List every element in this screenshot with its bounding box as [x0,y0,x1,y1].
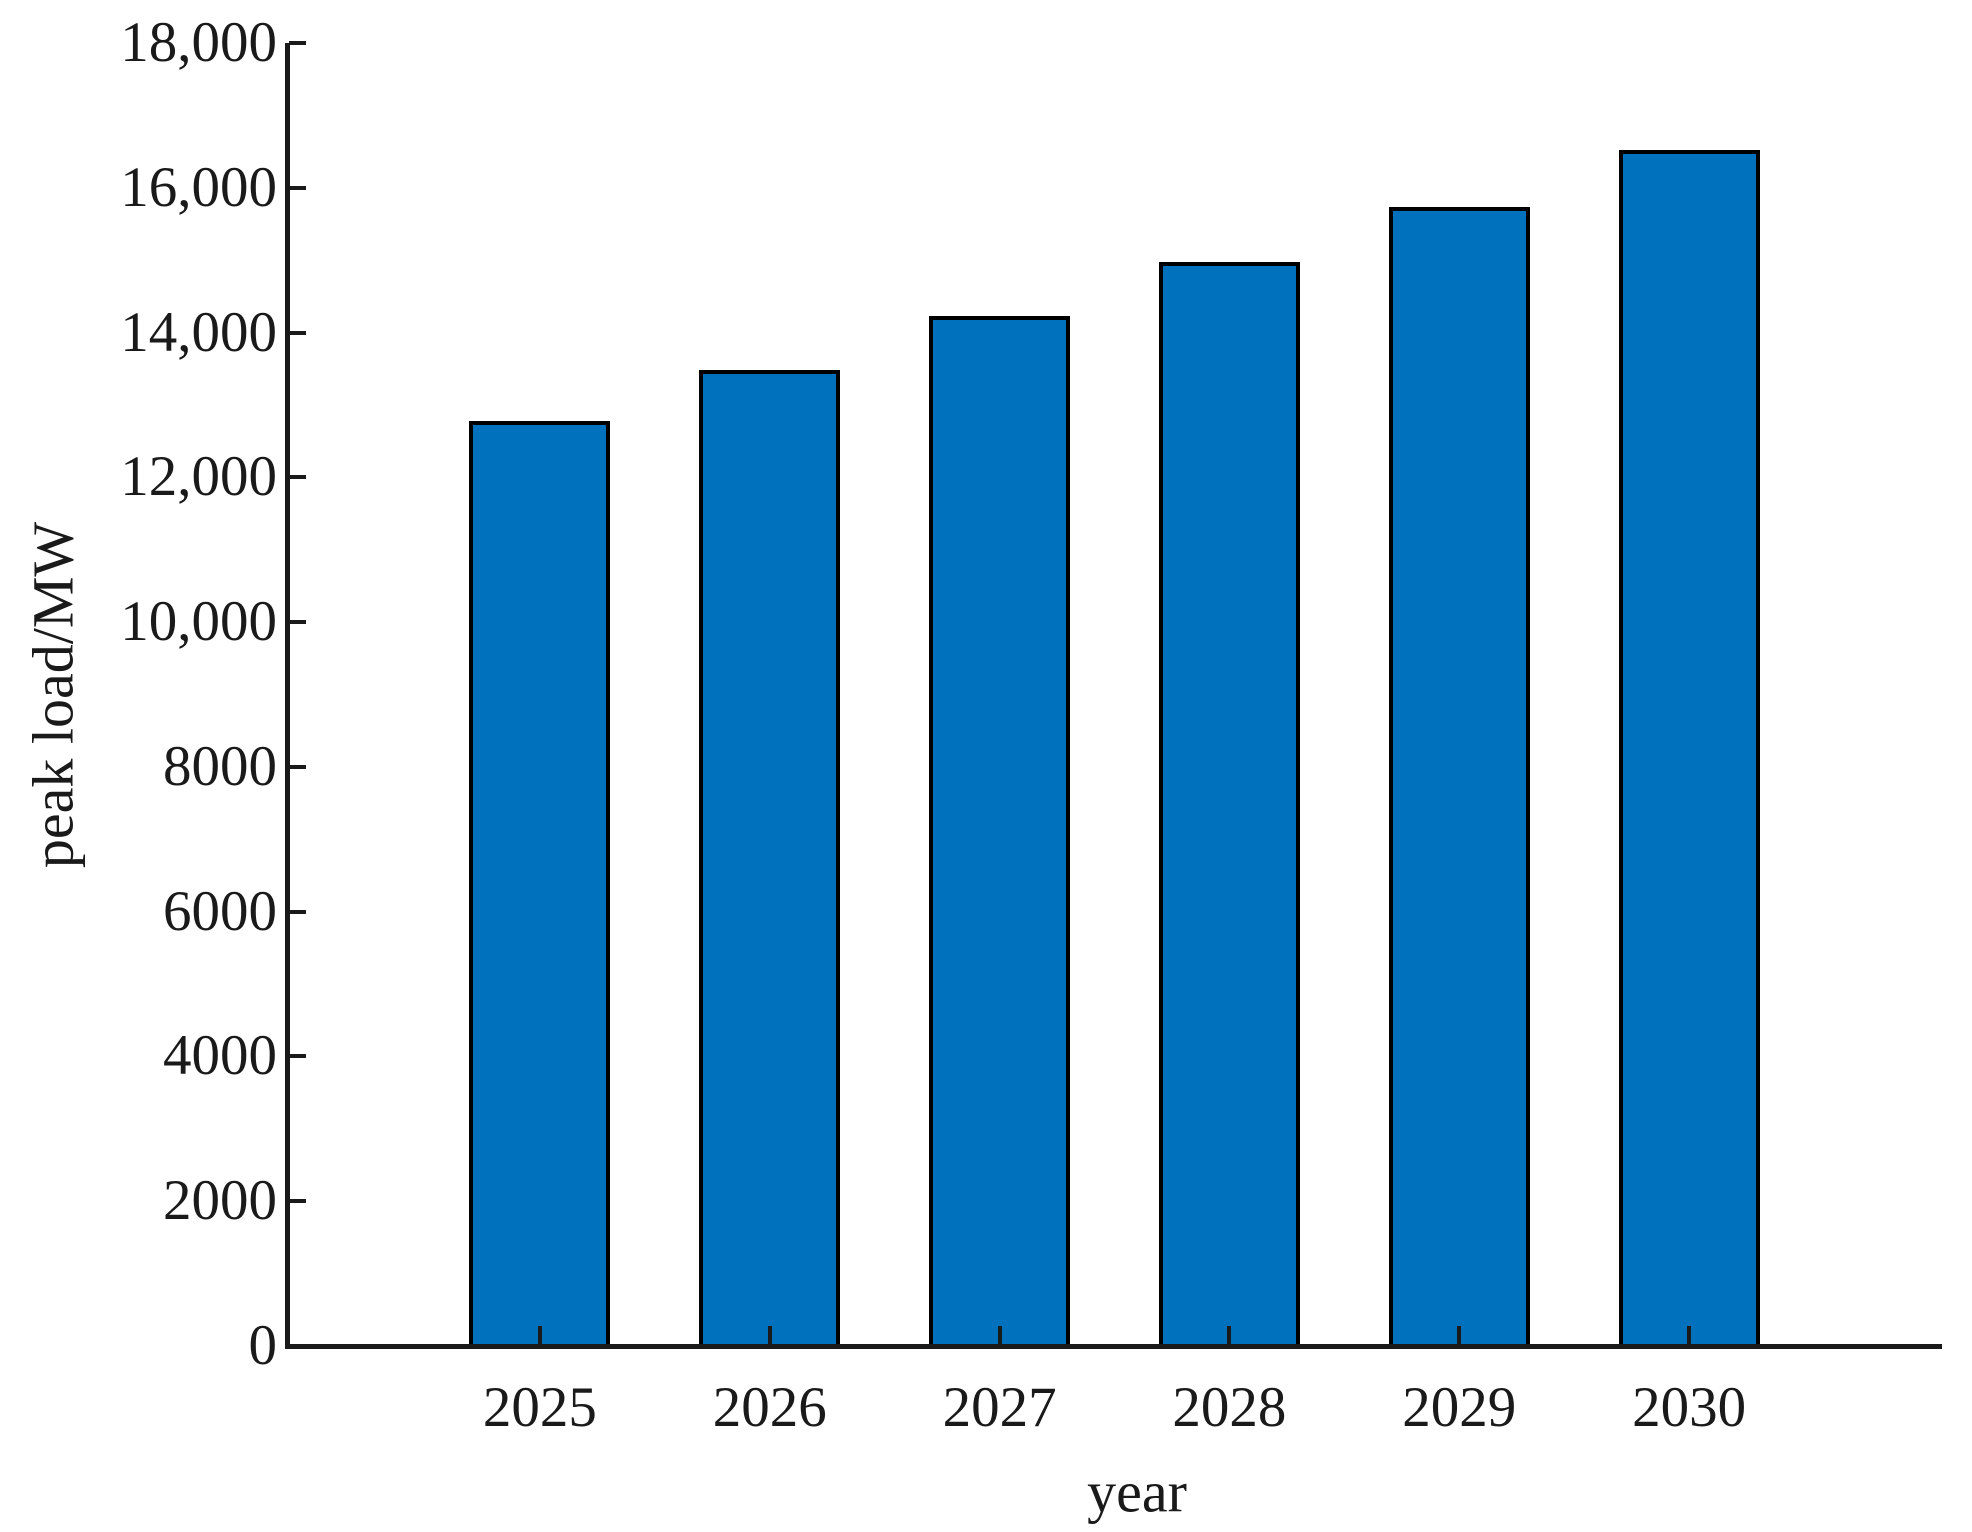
x-tick-2029 [1457,1326,1462,1344]
x-tick-label-2026: 2026 [712,1376,827,1439]
y-tick-label-4000: 4000 [163,1024,277,1088]
y-tick-label-2000: 2000 [163,1169,277,1233]
x-tick-label-2029: 2029 [1402,1376,1517,1439]
x-tick-label-2025: 2025 [482,1376,597,1439]
y-tick-label-0: 0 [248,1314,278,1377]
y-tick-14000 [289,330,306,335]
y-axis-title: peak load/MW [20,521,86,869]
bar-2026 [699,370,841,1349]
x-axis-line [285,1344,1942,1349]
y-tick-label-6000: 6000 [163,879,277,943]
y-tick-12000 [289,475,306,480]
x-tick-label-2027: 2027 [942,1376,1057,1439]
y-tick-16000 [289,185,306,190]
y-tick-label-12000: 12,000 [120,445,277,509]
y-tick-18000 [289,41,306,45]
bar-2025 [469,421,611,1349]
y-tick-2000 [289,1199,306,1204]
bar-2028 [1158,261,1300,1349]
y-tick-6000 [289,909,306,914]
x-tick-2030 [1687,1326,1692,1344]
y-tick-label-14000: 14,000 [120,300,277,364]
y-tick-label-16000: 16,000 [120,155,277,219]
x-tick-label-2030: 2030 [1632,1376,1747,1439]
y-axis-line [285,43,290,1349]
x-tick-2025 [537,1326,542,1344]
x-tick-2026 [767,1326,772,1344]
y-tick-label-18000: 18,000 [120,11,277,74]
x-tick-label-2028: 2028 [1172,1376,1287,1439]
bar-2027 [929,316,1071,1349]
y-tick-4000 [289,1054,306,1059]
y-tick-10000 [289,620,306,625]
y-tick-label-10000: 10,000 [120,590,277,654]
x-tick-2027 [997,1326,1002,1344]
y-tick-label-8000: 8000 [163,734,277,798]
plot-area [287,43,1942,1349]
x-axis-title: year [1087,1459,1187,1525]
y-tick-8000 [289,764,306,769]
bar-2030 [1618,149,1760,1349]
x-tick-2028 [1227,1326,1232,1344]
bar-2029 [1388,207,1530,1349]
